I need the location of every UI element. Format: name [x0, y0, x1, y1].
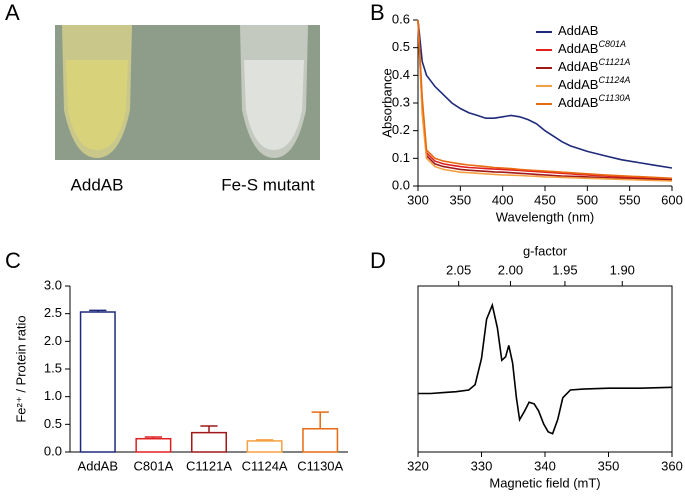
y-tick-label: 0.0: [392, 177, 410, 192]
x-tick-label: 600: [661, 192, 683, 207]
y-axis-label: Absorbance: [379, 68, 394, 137]
y-tick-label: 1.5: [44, 360, 62, 375]
y-tick-label: 0.2: [392, 122, 410, 137]
bar: [135, 437, 172, 453]
series-line: [417, 19, 673, 181]
y-tick-label: 0.3: [392, 94, 410, 109]
photo: [55, 25, 320, 160]
series-line: [417, 19, 673, 169]
x-tick-label: 550: [619, 192, 641, 207]
x-tick-label: 450: [534, 192, 556, 207]
x-tick-label: 400: [492, 192, 514, 207]
legend-superscript: C1121A: [598, 57, 630, 67]
x2-tick-label: 2.00: [498, 262, 523, 277]
x-tick-label: C1124A: [242, 458, 288, 473]
series-line: [417, 19, 673, 180]
legend-superscript: C801A: [598, 39, 626, 49]
y-tick-label: 1.0: [44, 388, 62, 403]
x-axis-label: Magnetic field (mT): [489, 475, 600, 490]
legend-label: AddABC1130A: [558, 93, 630, 110]
y-tick-label: 0.5: [44, 416, 62, 431]
x-axis-label: Wavelength (nm): [496, 209, 595, 224]
photo-label: Fe-S mutant: [221, 175, 315, 194]
x2-axis-label: g-factor: [523, 243, 568, 258]
panel-label: C: [5, 248, 21, 273]
x-tick-label: C1121A: [186, 458, 232, 473]
x-tick-label: 300: [407, 192, 429, 207]
bar: [302, 428, 339, 453]
legend-label: AddAB: [558, 23, 598, 38]
y-tick-label: 0.0: [44, 443, 62, 458]
legend-superscript: C1130A: [598, 93, 630, 103]
legend-label: AddABC801A: [558, 39, 626, 56]
x2-tick-label: 2.05: [446, 262, 471, 277]
y-axis-label: Fe²⁺ / Protein ratio: [13, 315, 28, 422]
x-tick-label: 350: [449, 192, 471, 207]
x-tick-label: 500: [576, 192, 598, 207]
y-tick-label: 0.4: [392, 67, 410, 82]
y-tick-label: 0.6: [392, 11, 410, 26]
x-tick-label: 330: [471, 458, 493, 473]
error-bar: [311, 411, 329, 429]
panel-label: A: [5, 0, 20, 25]
bar: [79, 311, 116, 453]
panel-label: D: [370, 248, 386, 273]
y-tick-label: 2.5: [44, 305, 62, 320]
bar: [191, 431, 227, 453]
legend-name: AddAB: [558, 23, 598, 38]
x2-tick-label: 1.95: [552, 262, 577, 277]
legend-name: AddAB: [558, 95, 598, 110]
x-tick-label: 360: [661, 458, 683, 473]
y-tick-label: 0.1: [392, 150, 410, 165]
tube-liquid: [244, 60, 304, 150]
series-line: [417, 19, 673, 180]
y-tick-label: 0.5: [392, 39, 410, 54]
y-tick-label: 2.0: [44, 333, 62, 348]
legend-label: AddABC1124A: [558, 75, 630, 92]
legend-superscript: C1124A: [598, 75, 630, 85]
panel-label: B: [370, 0, 385, 25]
x-tick-label: C801A: [134, 458, 174, 473]
tube-liquid: [66, 60, 128, 150]
error-bar: [200, 425, 218, 433]
series-line: [417, 19, 673, 182]
y-tick-label: 3.0: [44, 277, 62, 292]
x-tick-label: AddAB: [78, 458, 118, 473]
photo-label: AddAB: [71, 175, 124, 194]
x-tick-label: 320: [407, 458, 429, 473]
legend-label: AddABC1121A: [558, 57, 630, 74]
bar: [246, 440, 283, 453]
x2-tick-label: 1.90: [610, 262, 635, 277]
series-line: [418, 302, 673, 435]
x-tick-label: 340: [534, 458, 556, 473]
legend-name: AddAB: [558, 59, 598, 74]
x-tick-label: 350: [598, 458, 620, 473]
legend-name: AddAB: [558, 77, 598, 92]
x-tick-label: C1130A: [297, 458, 343, 473]
legend-name: AddAB: [558, 41, 598, 56]
